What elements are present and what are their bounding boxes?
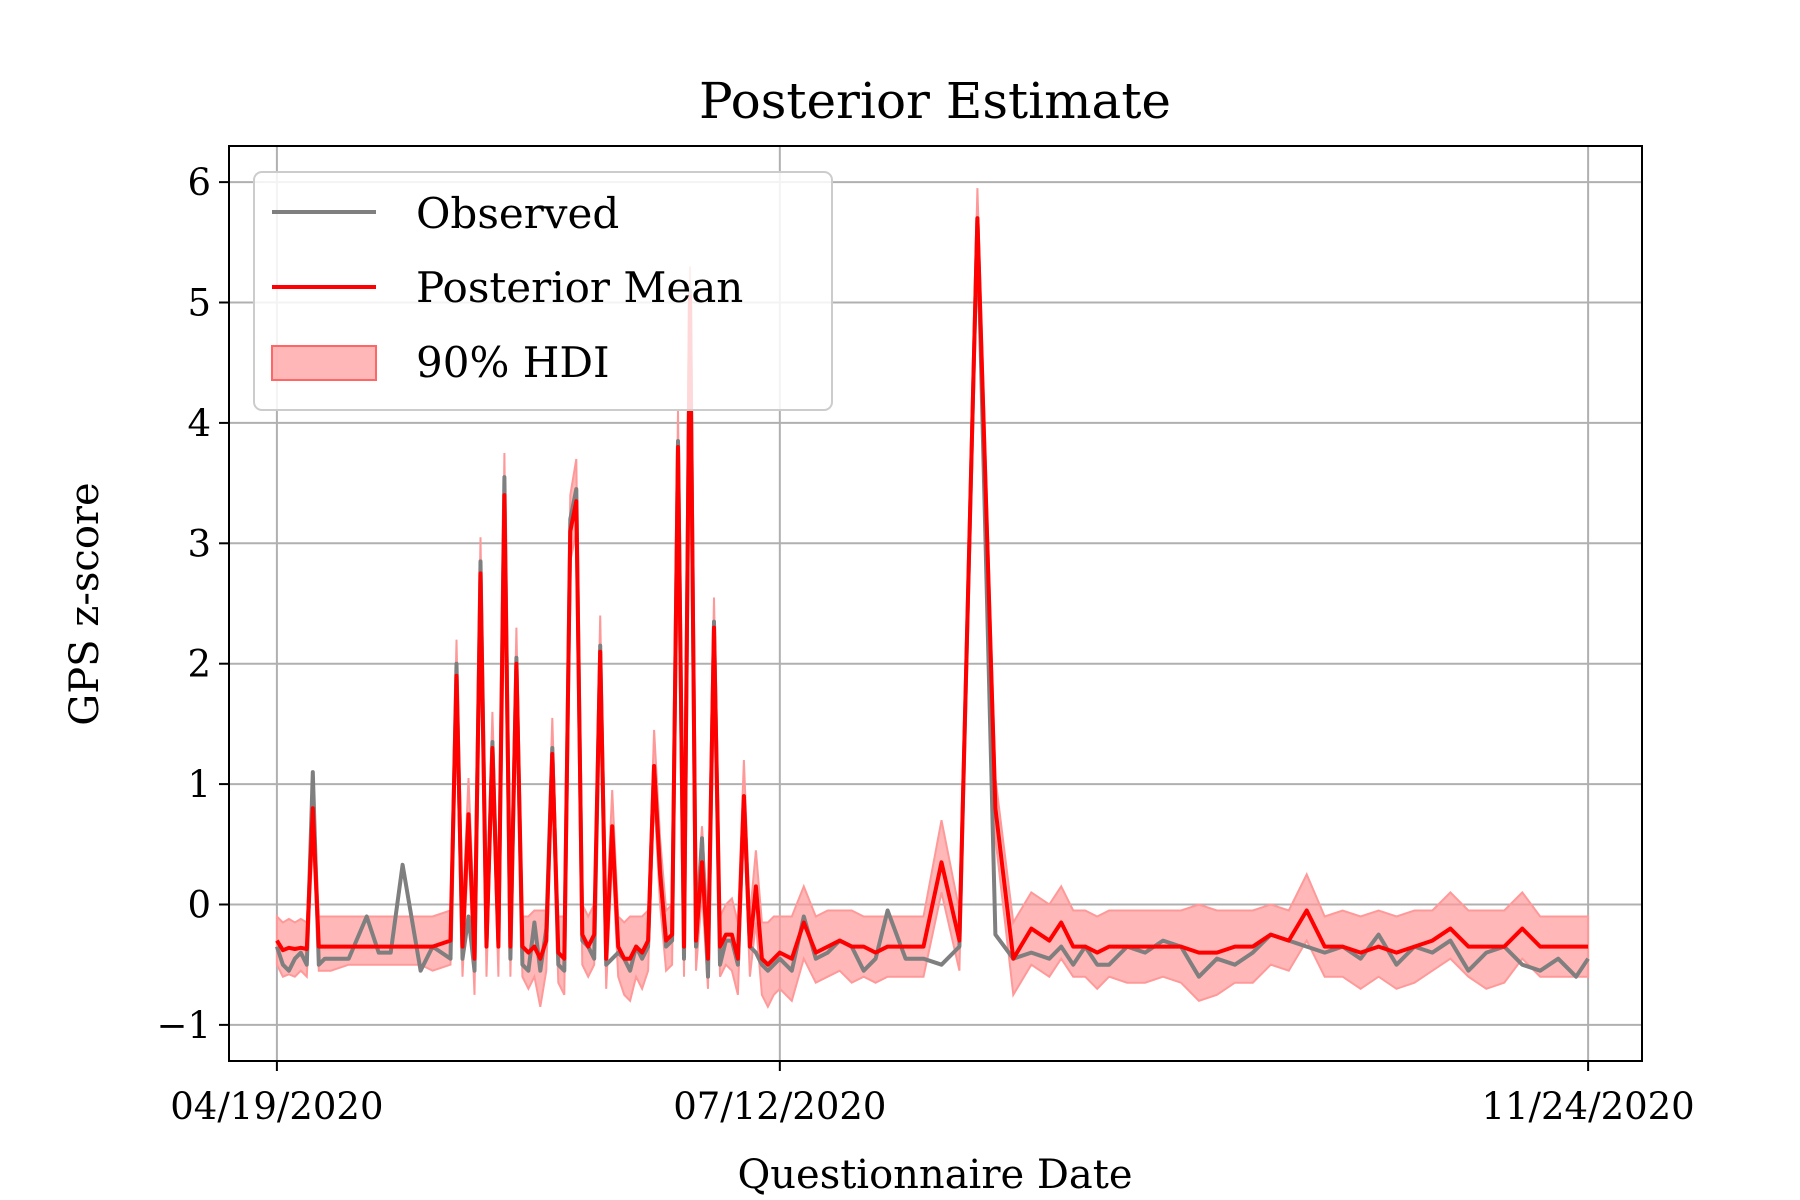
x-axis-ticks: 04/19/2020 07/12/2020 11/24/2020 bbox=[170, 1061, 1695, 1128]
y-tick-label: 3 bbox=[187, 522, 211, 565]
legend-hdi-label: 90% HDI bbox=[416, 338, 610, 387]
chart-title: Posterior Estimate bbox=[699, 72, 1171, 130]
y-tick-label: −1 bbox=[156, 1004, 211, 1047]
x-tick-label: 04/19/2020 bbox=[170, 1085, 383, 1128]
observed-line bbox=[275, 216, 1590, 979]
plot-area bbox=[275, 188, 1590, 1010]
y-tick-label: 5 bbox=[187, 282, 211, 325]
x-tick-label: 11/24/2020 bbox=[1481, 1085, 1694, 1128]
y-tick-label: 6 bbox=[187, 161, 211, 204]
y-axis-ticks: −1 0 1 2 3 4 5 6 bbox=[156, 161, 229, 1047]
legend-observed-label: Observed bbox=[416, 189, 619, 238]
y-tick-label: 0 bbox=[187, 883, 211, 926]
y-tick-label: 2 bbox=[187, 643, 211, 686]
y-tick-label: 4 bbox=[187, 402, 211, 445]
y-tick-label: 1 bbox=[187, 763, 211, 806]
legend-mean-label: Posterior Mean bbox=[416, 263, 743, 312]
x-tick-label: 07/12/2020 bbox=[673, 1085, 886, 1128]
legend-hdi-swatch bbox=[271, 345, 377, 381]
legend-box bbox=[253, 171, 833, 411]
x-axis-label: Questionnaire Date bbox=[737, 1152, 1132, 1198]
posterior-mean-line bbox=[275, 216, 1589, 967]
y-axis-label: GPS z-score bbox=[62, 482, 108, 725]
legend: Observed Posterior Mean 90% HDI bbox=[253, 171, 833, 411]
axes-frame bbox=[228, 145, 1643, 1062]
